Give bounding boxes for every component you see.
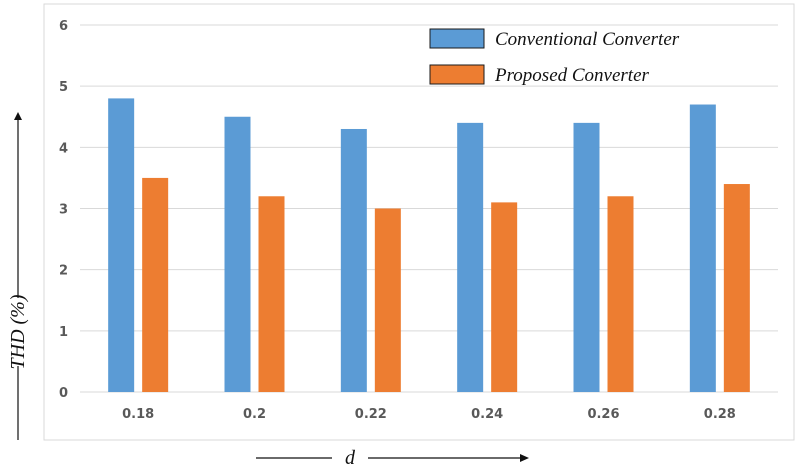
y-tick-label: 0 (59, 386, 68, 401)
y-tick-label: 3 (59, 203, 68, 218)
x-axis-title-group: d (256, 447, 529, 469)
bar-proposed-0.22 (374, 208, 401, 392)
y-axis-title: THD (%) (7, 294, 29, 369)
x-tick-label: 0.22 (355, 407, 387, 422)
bar-proposed-0.24 (491, 202, 518, 392)
bar-conventional-0.26 (573, 122, 600, 392)
bar-conventional-0.22 (340, 128, 367, 392)
y-tick-label: 4 (59, 141, 68, 156)
x-tick-label: 0.18 (122, 407, 154, 422)
x-axis-title: d (345, 447, 356, 469)
y-tick-label: 1 (59, 325, 68, 340)
bar-conventional-0.2 (224, 116, 251, 392)
bar-conventional-0.18 (108, 98, 135, 393)
x-tick-label: 0.26 (587, 407, 619, 422)
x-tick-label: 0.2 (243, 407, 266, 422)
x-tick-label: 0.24 (471, 407, 503, 422)
legend-swatch (429, 28, 485, 49)
bars (108, 98, 750, 393)
gridlines (80, 24, 778, 393)
y-axis-title-group: THD (%) (7, 112, 29, 440)
y-tick-label: 6 (59, 19, 68, 34)
y-axis-arrowhead (14, 112, 22, 120)
bar-conventional-0.24 (457, 122, 484, 392)
bar-conventional-0.28 (689, 104, 716, 393)
legend: Conventional Converter Proposed Converter (429, 28, 680, 86)
x-axis-arrowhead (520, 454, 529, 462)
y-tick-label: 5 (59, 80, 68, 95)
x-tick-label: 0.28 (704, 407, 736, 422)
legend-label: Proposed Converter (494, 65, 650, 86)
bar-proposed-0.18 (142, 177, 169, 392)
legend-label: Conventional Converter (495, 29, 680, 50)
y-tick-labels: 0 1 2 3 4 5 6 (59, 19, 68, 401)
x-tick-labels: 0.18 0.2 0.22 0.24 0.26 0.28 (122, 407, 736, 422)
bar-proposed-0.26 (607, 196, 634, 392)
bar-proposed-0.2 (258, 196, 285, 392)
bar-proposed-0.28 (723, 184, 750, 392)
plot-frame (43, 3, 795, 441)
y-tick-label: 2 (59, 264, 68, 279)
legend-swatch (429, 64, 485, 85)
